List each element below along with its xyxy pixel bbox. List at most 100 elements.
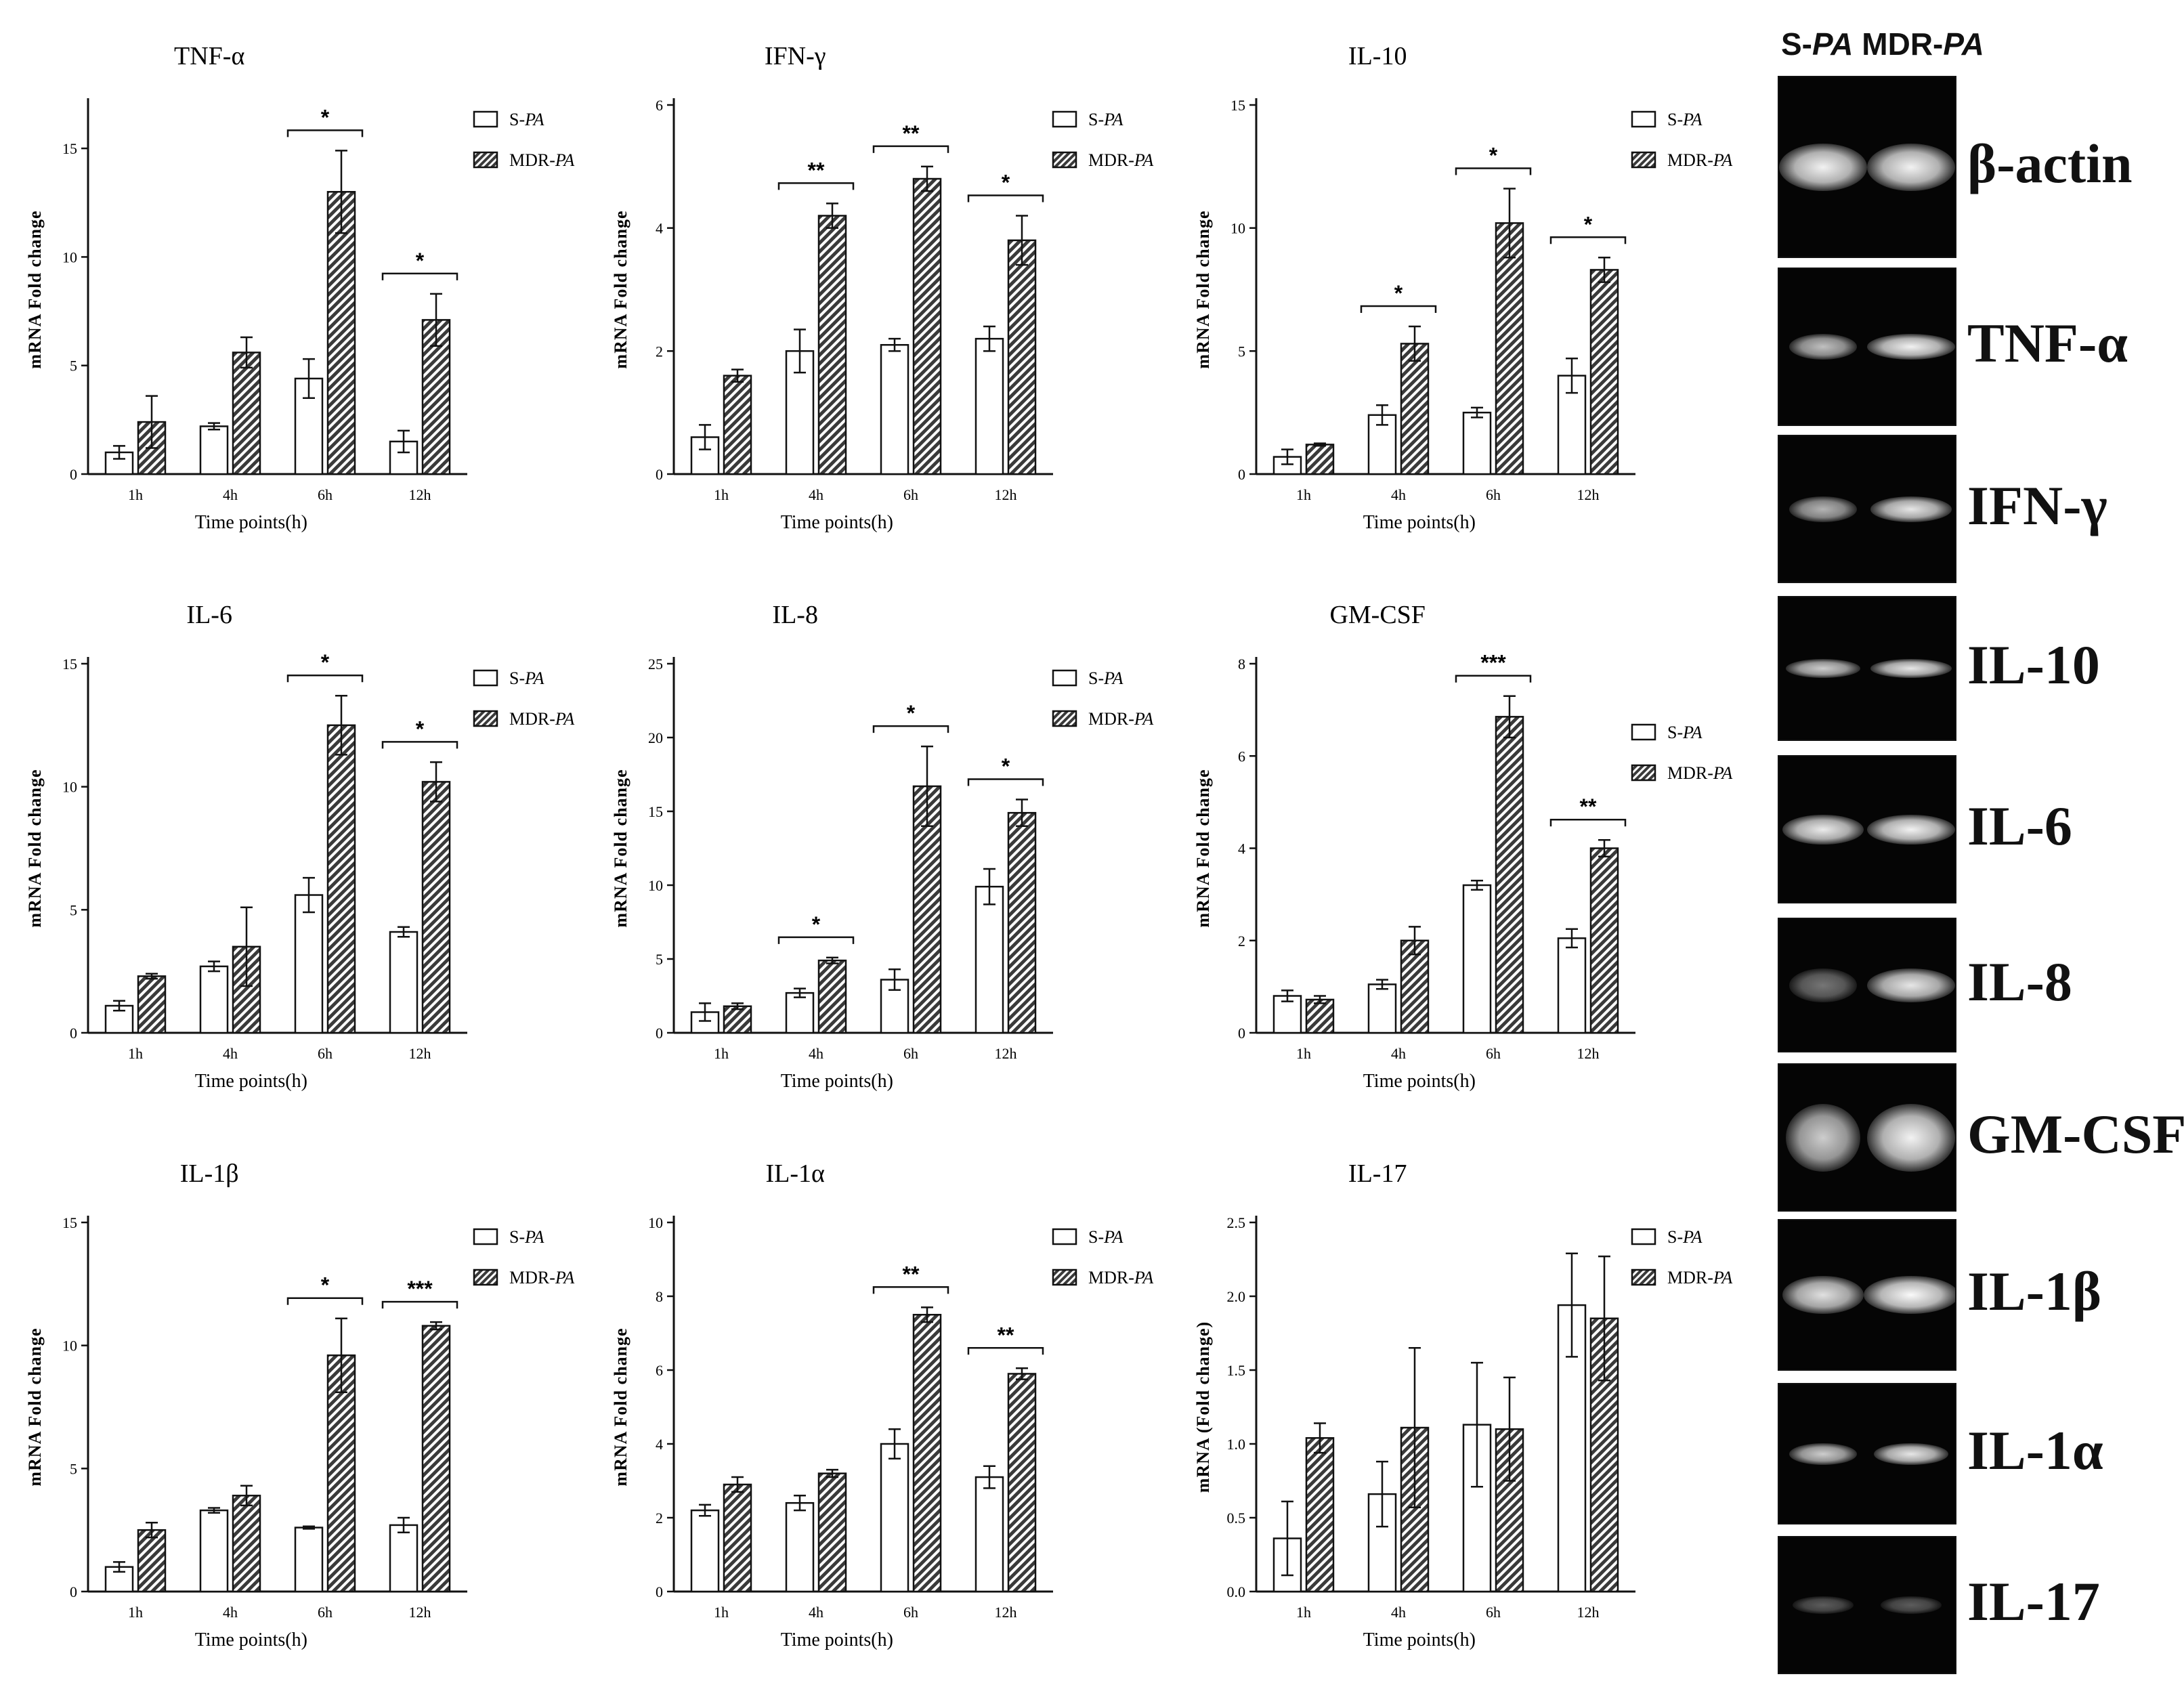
legend-label-s-pa: S-PA	[509, 668, 544, 688]
chart-panel: IL-1α 0 2 4 6 8 10 mRNA Fold change 1h 4h 6h 12h ** *…	[611, 1159, 1153, 1650]
gel-image	[1778, 435, 1956, 583]
y-tick-label: 0	[70, 466, 77, 483]
chart-title: IFN-γ	[765, 42, 826, 70]
bar-mdr-pa	[1305, 998, 1335, 1034]
significance-label: *	[1002, 171, 1010, 195]
bar-s-pa	[975, 885, 1004, 1034]
x-tick-label: 6h	[1486, 1604, 1501, 1621]
band-s-pa	[1782, 1276, 1864, 1314]
y-axis-label: mRNA Fold change	[25, 1327, 45, 1486]
legend-s-italic: PA	[524, 1227, 544, 1247]
x-tick-label: 4h	[223, 1604, 238, 1621]
band-mdr-pa	[1870, 659, 1952, 678]
significance-bracket	[777, 936, 855, 944]
bar-s-pa	[389, 1524, 419, 1593]
significance-label: **	[903, 121, 920, 146]
legend-m-prefix: MDR-	[1667, 763, 1713, 783]
y-tick-label: 10	[648, 1214, 663, 1231]
bar-s-pa	[199, 965, 229, 1034]
y-tick-label: 6	[656, 97, 663, 114]
bar-mdr-pa	[723, 375, 752, 475]
legend-m-italic: PA	[555, 1268, 575, 1287]
bar-mdr-pa	[421, 781, 451, 1034]
legend-s-italic: PA	[1682, 1227, 1703, 1247]
legend-swatch-s-pa	[1631, 1228, 1656, 1245]
y-tick-label: 15	[648, 803, 663, 820]
legend-m-italic: PA	[1134, 150, 1154, 170]
y-tick-label: 10	[1230, 220, 1245, 237]
legend-s-prefix: S-	[1667, 110, 1683, 129]
legend-swatch-s-pa	[1631, 723, 1656, 741]
gel-image	[1778, 1219, 1956, 1371]
legend-m-prefix: MDR-	[1667, 1268, 1713, 1287]
y-tick-label: 5	[70, 901, 77, 918]
x-tick-label: 12h	[409, 486, 431, 503]
chart-panel: IL-6 0 5 10 15 mRNA Fold change 1h 4h 6h 12h * * Tim…	[25, 601, 574, 1092]
x-axis-label: Time points(h)	[195, 1629, 307, 1650]
chart-title: IL-8	[772, 601, 818, 629]
bar-mdr-pa	[232, 351, 261, 475]
significance-bracket	[967, 1347, 1044, 1355]
bar-mdr-pa	[137, 975, 167, 1034]
legend-swatch-s-pa	[1052, 1228, 1077, 1245]
significance-label: *	[416, 249, 425, 273]
bar-s-pa	[975, 337, 1004, 475]
x-axis-label: Time points(h)	[1363, 1629, 1476, 1650]
gel-label: IL-8	[1967, 950, 2072, 1012]
y-tick-label: 10	[62, 249, 77, 265]
legend-s-italic: PA	[1103, 1227, 1123, 1247]
significance-bracket	[1360, 305, 1437, 313]
x-tick-label: 1h	[1296, 1045, 1311, 1062]
x-tick-label: 4h	[1391, 1045, 1406, 1062]
y-tick-label: 6	[656, 1362, 663, 1379]
y-tick-label: 10	[62, 779, 77, 796]
bar-mdr-pa	[817, 1472, 847, 1593]
y-tick-label: 0	[70, 1583, 77, 1600]
y-tick-label: 2.5	[1227, 1214, 1246, 1231]
legend-s-italic: PA	[524, 110, 544, 129]
y-tick-label: 2.0	[1227, 1288, 1246, 1305]
legend-m-italic: PA	[1134, 1268, 1154, 1287]
chart-title: IL-6	[186, 601, 232, 629]
gel-header: S-PA MDR-PA	[1781, 26, 1984, 62]
chart-title: IL-17	[1348, 1159, 1407, 1188]
y-tick-label: 15	[62, 140, 77, 157]
y-tick-label: 15	[1230, 97, 1245, 114]
y-tick-label: 2	[656, 343, 663, 360]
band-s-pa	[1789, 968, 1857, 1002]
significance-bracket	[967, 194, 1044, 202]
y-tick-label: 0	[656, 466, 663, 483]
significance-label: **	[808, 158, 825, 182]
chart-title: GM-CSF	[1329, 601, 1426, 629]
bar-s-pa	[294, 1527, 324, 1593]
x-tick-label: 1h	[128, 1604, 143, 1621]
legend-m-italic: PA	[1713, 1268, 1733, 1287]
bar-mdr-pa	[1589, 847, 1619, 1034]
gel-label: IFN-γ	[1967, 474, 2107, 536]
gel-image	[1778, 596, 1956, 741]
significance-bracket	[777, 182, 855, 190]
legend-m-italic: PA	[1134, 709, 1154, 729]
gel-image	[1778, 76, 1956, 258]
y-tick-label: 2	[1238, 933, 1245, 950]
x-tick-label: 1h	[1296, 486, 1311, 503]
bar-mdr-pa	[421, 1325, 451, 1593]
legend-label-mdr-pa: MDR-PA	[509, 709, 574, 729]
significance-label: *	[907, 701, 916, 725]
band-mdr-pa	[1867, 334, 1955, 360]
legend-swatch-s-pa	[1631, 110, 1656, 128]
y-tick-label: 25	[648, 656, 663, 673]
gel-label: IL-17	[1967, 1571, 2100, 1632]
gel-image	[1778, 1536, 1956, 1674]
legend-swatch-mdr-pa	[1052, 710, 1077, 727]
bar-mdr-pa	[1495, 716, 1524, 1034]
y-tick-label: 4	[1238, 840, 1245, 857]
bar-mdr-pa	[817, 215, 847, 475]
bar-mdr-pa	[1400, 343, 1430, 475]
significance-bracket	[381, 272, 458, 280]
gel-label: β-actin	[1967, 132, 2133, 194]
legend-s-prefix: S-	[1667, 1227, 1683, 1247]
legend-s-prefix: S-	[509, 110, 525, 129]
chart-panel: IL-17 0.0 0.5 1.0 1.5 2.0 2.5 mRNA (Fold change…	[1193, 1159, 1732, 1650]
significance-bracket	[872, 1286, 949, 1294]
